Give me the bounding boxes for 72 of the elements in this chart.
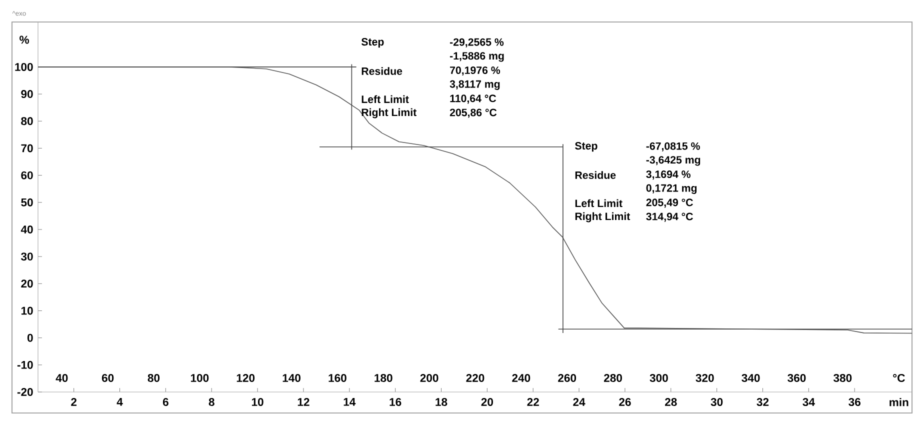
y-tick-label: 10	[21, 306, 33, 315]
x-tick-label: 18	[436, 398, 448, 406]
annotation: 314,94 °C	[646, 212, 693, 222]
y-axis-title: %	[20, 36, 30, 44]
y-tick-label: 80	[21, 117, 33, 126]
annotation: -29,2565 %	[450, 38, 504, 48]
annotation: 205,49 °C	[646, 198, 693, 208]
x2-tick-label: 120	[236, 374, 255, 382]
y-tick-label: 50	[21, 198, 33, 206]
x-tick-label: 24	[573, 398, 586, 406]
y-tick-label: 40	[20, 225, 33, 234]
annotation: Left Limit	[362, 95, 409, 104]
x-tick-label: 26	[619, 398, 631, 406]
annotation: Right Limit	[362, 108, 416, 118]
x-tick-label: 32	[756, 398, 769, 406]
x-tick-label: 34	[802, 398, 815, 406]
x2-tick-label: 220	[466, 374, 484, 382]
x-tick-label: 8	[208, 398, 214, 406]
annotation: 110,64 °C	[450, 94, 496, 104]
x-tick-label: 30	[710, 398, 723, 406]
annotation: Residue	[362, 67, 402, 75]
x-tick-label: 10	[252, 398, 264, 406]
annotation: Residue	[575, 171, 616, 179]
x2-tick-label: 80	[148, 374, 160, 382]
x-tick-label: 36	[848, 398, 860, 406]
x-tick-label: 20	[481, 398, 493, 406]
x2-tick-label: 160	[328, 374, 346, 382]
x2-tick-label: 360	[788, 374, 806, 382]
x2-tick-label: 140	[282, 374, 300, 382]
y-tick-label: -10	[17, 360, 33, 369]
annotation: Left Limit	[575, 199, 622, 208]
x2-tick-label: 240	[512, 374, 530, 382]
annotation: 3,1694 %	[646, 170, 691, 180]
x-axis-title: min	[890, 398, 908, 406]
x-tick-label: 14	[344, 398, 356, 406]
annotation: -3,6425 mg	[646, 156, 700, 166]
x-tick-label: 6	[162, 398, 168, 406]
annotation: Step	[361, 38, 384, 48]
x2-tick-label: 60	[102, 374, 114, 382]
x2-tick-label: 100	[190, 374, 209, 382]
x2-tick-label: 300	[650, 374, 668, 382]
annotation: Step	[575, 142, 598, 152]
x-tick-label: 22	[527, 398, 539, 406]
y-tick-label: 20	[21, 280, 33, 288]
annotation: -1,5886 mg	[450, 52, 504, 62]
annotation: 70,1976 %	[450, 66, 500, 76]
x2-axis-title: °C	[893, 374, 905, 382]
x2-tick-label: 40	[56, 374, 68, 382]
annotation: 0,1721 mg	[646, 184, 697, 194]
x2-tick-label: 380	[833, 374, 852, 382]
x2-tick-label: 320	[696, 374, 714, 382]
y-tick-label: 90	[21, 90, 33, 98]
y-tick-label: -20	[17, 388, 33, 396]
y-tick-label: 30	[21, 252, 33, 261]
x2-tick-label: 340	[742, 374, 760, 382]
x-tick-label: 16	[390, 398, 402, 406]
y-tick-label: 60	[21, 171, 33, 180]
annotation: Right Limit	[575, 212, 630, 222]
annotation: -67,0815 %	[646, 142, 700, 152]
x2-tick-label: 280	[604, 374, 622, 382]
x2-tick-label: 180	[374, 374, 392, 382]
x-tick-label: 12	[298, 398, 310, 406]
annotation: 205,86 °C	[450, 108, 497, 118]
y-tick-label: 0	[27, 334, 33, 342]
y-tick-label: 100	[15, 62, 33, 71]
x-tick-label: 28	[665, 398, 677, 406]
annotation: 3,8117 mg	[450, 80, 500, 90]
y-tick-label: 70	[21, 144, 33, 152]
x2-tick-label: 260	[558, 374, 576, 382]
x-tick-label: 4	[116, 398, 123, 406]
x2-tick-label: 200	[420, 374, 438, 382]
x-tick-label: 2	[71, 398, 77, 406]
